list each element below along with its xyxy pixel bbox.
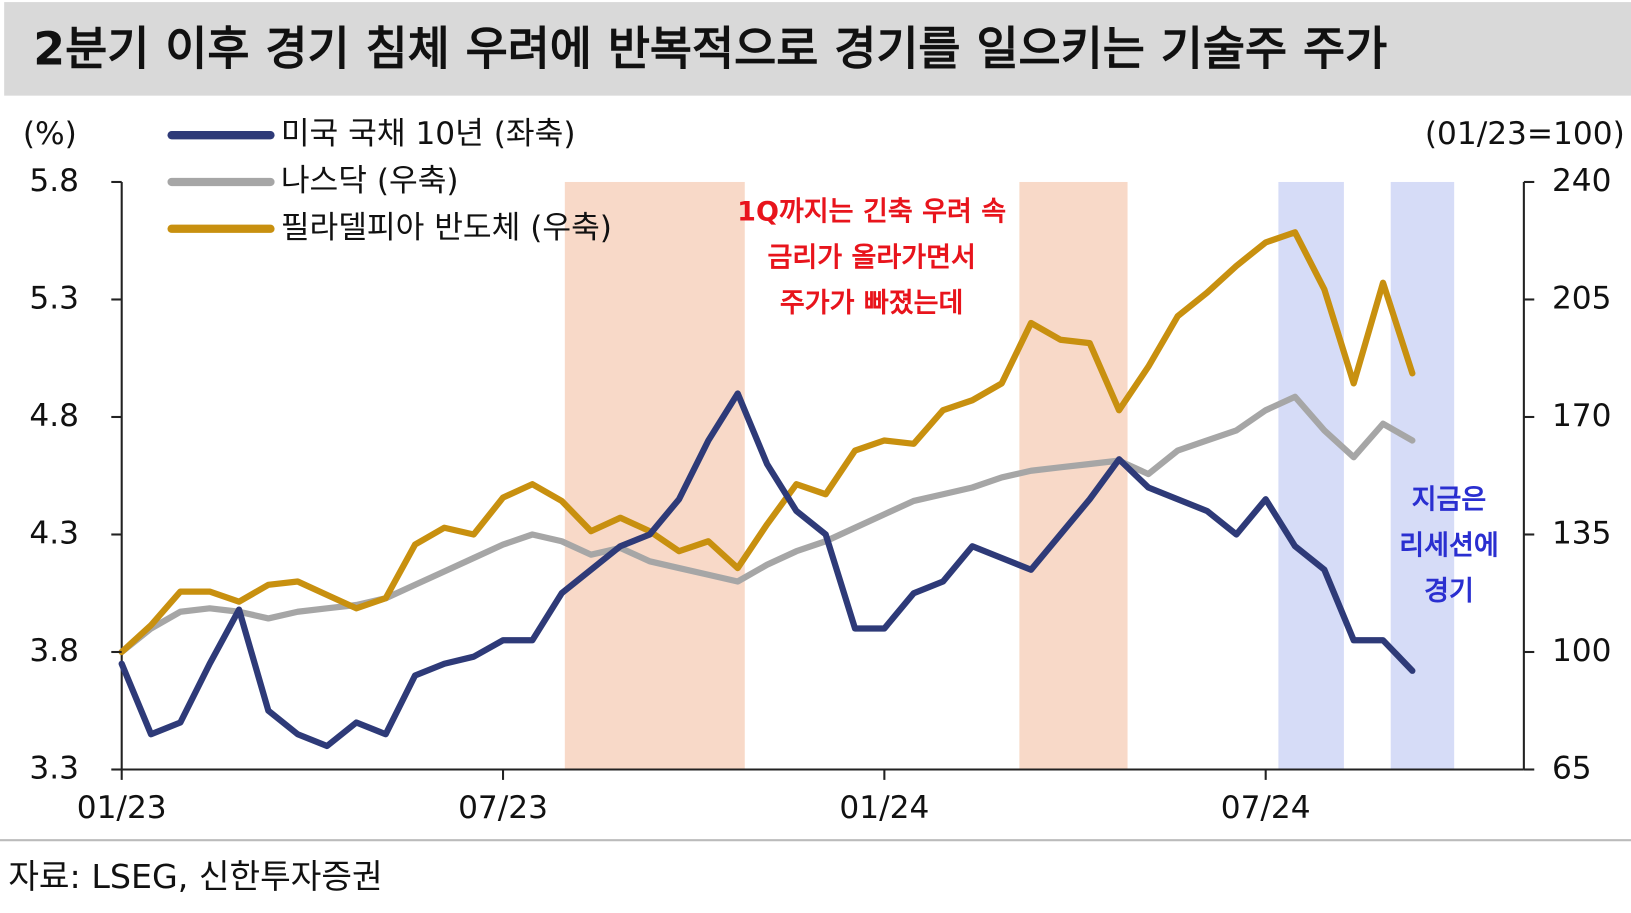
y2-tick-label: 205: [1552, 280, 1612, 316]
source: 자료: LSEG, 신한투자증권: [8, 857, 382, 896]
annotation: 1Q까지는 긴축 우려 속: [737, 197, 1006, 228]
plot-area: [118, 229, 1416, 750]
x-tick-label: 07/23: [458, 790, 548, 826]
annotation: 금리가 올라가면서: [767, 242, 975, 273]
y2-tick-label: 100: [1552, 633, 1612, 669]
legend-label: 미국 국채 10년 (좌축): [281, 116, 576, 152]
shaded-period: [1019, 181, 1128, 770]
series-line: [118, 390, 1416, 750]
y-tick-label: 3.8: [29, 633, 79, 669]
y-axis-label: (%): [23, 116, 77, 152]
legend-label: 필라델피아 반도체 (우축): [281, 210, 612, 246]
y2-tick-label: 65: [1552, 751, 1592, 787]
series-line: [118, 393, 1416, 656]
annotation: 경기: [1424, 576, 1474, 607]
shaded-period: [1278, 181, 1344, 770]
y2-tick-label: 170: [1552, 398, 1612, 434]
title-bar: [4, 2, 1631, 96]
series-line: [118, 229, 1416, 656]
y2-axis-label: (01/23=100): [1425, 116, 1625, 152]
y-tick-label: 4.3: [29, 515, 79, 551]
x-tick-label: 07/24: [1221, 790, 1311, 826]
y2-tick-label: 135: [1552, 515, 1612, 551]
x-tick-label: 01/23: [77, 790, 167, 826]
x-tick-label: 01/24: [839, 790, 929, 826]
shaded-period: [564, 181, 745, 770]
y-tick-label: 3.3: [29, 751, 79, 787]
annotation: 지금은: [1412, 485, 1487, 516]
annotation: 주가가 빠졌는데: [780, 288, 964, 319]
y-tick-label: 5.8: [29, 163, 79, 199]
y2-tick-label: 240: [1552, 163, 1612, 199]
chart-title: 2분기 이후 경기 침체 우려에 반복적으로 경기를 일으키는 기술주 주가: [33, 22, 1387, 75]
y-tick-label: 4.8: [29, 398, 79, 434]
shaded-period: [1390, 181, 1455, 770]
y-tick-label: 5.3: [29, 280, 79, 316]
annotation: 리세션에: [1399, 530, 1498, 561]
legend-label: 나스닥 (우축): [281, 163, 459, 199]
